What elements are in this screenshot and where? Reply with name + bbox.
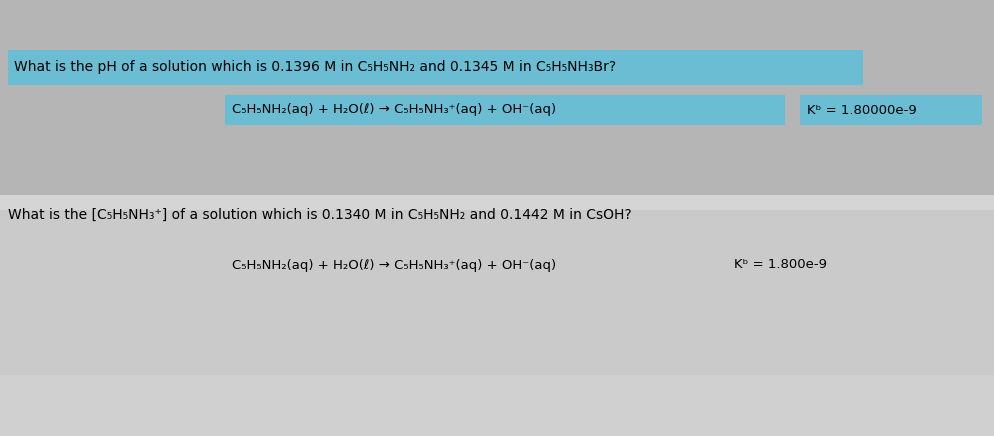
Bar (0, 195, 994, 210)
Text: Kᵇ = 1.80000e-9: Kᵇ = 1.80000e-9 (806, 103, 915, 116)
Bar (799, 95, 981, 125)
Text: Kᵇ = 1.800e-9: Kᵇ = 1.800e-9 (734, 259, 826, 272)
Bar (8, 50, 862, 85)
Bar (0, 0, 994, 195)
Bar (225, 95, 784, 125)
Text: C₅H₅NH₂(aq) + H₂O(ℓ) → C₅H₅NH₃⁺(aq) + OH⁻(aq): C₅H₅NH₂(aq) + H₂O(ℓ) → C₅H₅NH₃⁺(aq) + OH… (232, 103, 556, 116)
Bar (0, 210, 994, 375)
Bar (0, 375, 994, 436)
Text: What is the pH of a solution which is 0.1396 M in C₅H₅NH₂ and 0.1345 M in C₅H₅NH: What is the pH of a solution which is 0.… (14, 61, 615, 75)
Text: What is the [C₅H₅NH₃⁺] of a solution which is 0.1340 M in C₅H₅NH₂ and 0.1442 M i: What is the [C₅H₅NH₃⁺] of a solution whi… (8, 208, 631, 222)
Text: C₅H₅NH₂(aq) + H₂O(ℓ) → C₅H₅NH₃⁺(aq) + OH⁻(aq): C₅H₅NH₂(aq) + H₂O(ℓ) → C₅H₅NH₃⁺(aq) + OH… (232, 259, 556, 272)
